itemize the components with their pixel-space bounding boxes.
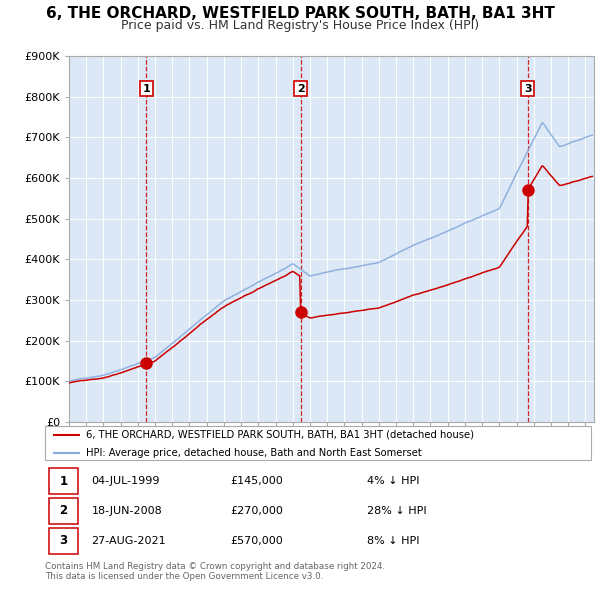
Text: £145,000: £145,000 [230,476,283,486]
Text: 6, THE ORCHARD, WESTFIELD PARK SOUTH, BATH, BA1 3HT: 6, THE ORCHARD, WESTFIELD PARK SOUTH, BA… [46,6,554,21]
Text: This data is licensed under the Open Government Licence v3.0.: This data is licensed under the Open Gov… [45,572,323,581]
Text: Contains HM Land Registry data © Crown copyright and database right 2024.: Contains HM Land Registry data © Crown c… [45,562,385,571]
Text: 27-AUG-2021: 27-AUG-2021 [91,536,166,546]
Text: £270,000: £270,000 [230,506,284,516]
FancyBboxPatch shape [49,498,78,524]
Text: 8% ↓ HPI: 8% ↓ HPI [367,536,419,546]
Text: 1: 1 [59,474,68,487]
Text: 3: 3 [59,535,68,548]
FancyBboxPatch shape [49,527,78,554]
Text: 2: 2 [59,504,68,517]
Text: 6, THE ORCHARD, WESTFIELD PARK SOUTH, BATH, BA1 3HT (detached house): 6, THE ORCHARD, WESTFIELD PARK SOUTH, BA… [86,430,474,440]
Text: 04-JUL-1999: 04-JUL-1999 [91,476,160,486]
Text: 1: 1 [143,84,151,94]
Text: HPI: Average price, detached house, Bath and North East Somerset: HPI: Average price, detached house, Bath… [86,448,422,458]
Text: 3: 3 [524,84,532,94]
Text: 18-JUN-2008: 18-JUN-2008 [91,506,162,516]
FancyBboxPatch shape [49,468,78,494]
Text: 2: 2 [297,84,305,94]
Text: 4% ↓ HPI: 4% ↓ HPI [367,476,419,486]
Text: 28% ↓ HPI: 28% ↓ HPI [367,506,427,516]
Text: Price paid vs. HM Land Registry's House Price Index (HPI): Price paid vs. HM Land Registry's House … [121,19,479,32]
Text: £570,000: £570,000 [230,536,283,546]
